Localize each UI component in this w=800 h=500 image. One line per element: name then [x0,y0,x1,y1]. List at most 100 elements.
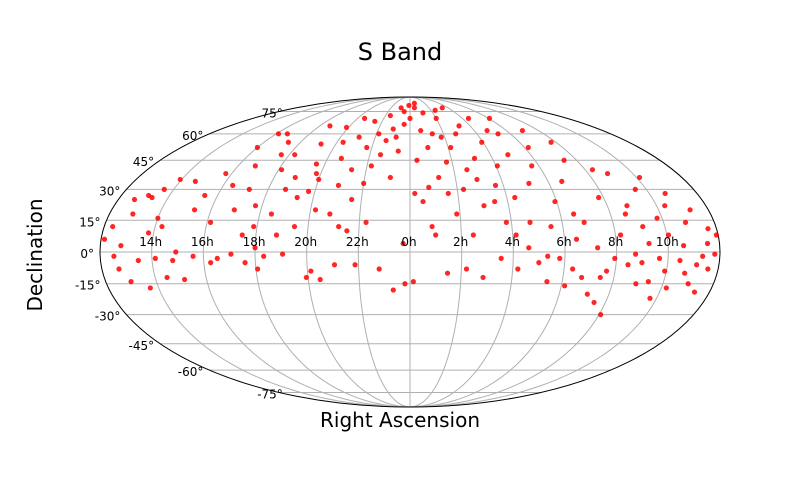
data-point [231,207,237,213]
data-point [445,190,451,197]
data-point [155,215,161,221]
data-point [190,253,196,259]
data-point [603,268,610,274]
data-point [444,270,451,276]
data-point [135,257,141,264]
data-point [432,107,438,113]
data-point [471,155,478,161]
data-point [116,266,122,272]
data-point [401,108,407,115]
data-point [573,236,580,242]
data-point [498,255,504,261]
x-tick-label: 4h [505,235,520,249]
data-point [400,240,406,247]
data-point [429,131,435,137]
x-axis-label: Right Ascension [320,408,480,432]
data-point [159,223,165,230]
y-tick-label: 15° [79,215,100,229]
data-point [595,245,601,251]
data-point [682,270,688,276]
data-point [682,219,689,225]
y-tick-label: 0° [80,247,94,261]
data-point [305,188,312,194]
data-point [130,211,136,217]
data-point [505,152,511,158]
data-point [331,262,338,268]
data-point [612,255,618,261]
data-point [252,203,259,209]
data-point [364,144,370,151]
data-point [268,211,275,217]
x-tick-label: 20h [294,235,317,249]
data-point [349,167,355,173]
x-tick-labels: 14h 16h 18h 20h 22h 0h 2h 4h 6h 8h 10h [139,235,679,249]
data-point [173,249,179,255]
data-point [118,243,124,249]
data-point [647,295,653,301]
data-point [147,285,153,291]
data-point [145,230,152,236]
data-point [480,274,486,281]
data-point [584,291,590,297]
data-point [376,266,382,272]
meridian-gridline [409,96,669,408]
data-point [597,274,603,281]
data-point [704,240,711,247]
data-point [255,266,261,272]
data-point [395,148,401,154]
data-point [361,180,367,186]
data-point [484,127,490,134]
data-point [390,287,396,293]
data-point [526,245,532,251]
data-point [591,299,597,306]
plot-outline [99,96,721,408]
data-point [448,144,454,151]
data-point [691,289,698,295]
meridian-gridline [306,96,411,408]
data-point [177,176,183,183]
data-point [111,253,117,259]
x-tick-label: 18h [243,235,266,249]
y-tick-label: 45° [133,155,154,169]
data-point [479,139,485,145]
data-point [251,223,257,230]
data-point [294,194,300,201]
x-tick-label: 2h [453,235,468,249]
data-point [636,174,643,181]
data-point [317,276,323,283]
data-point [312,207,319,213]
data-point [402,281,408,287]
data-point [152,255,158,261]
data-point [344,228,350,234]
data-point [492,182,499,188]
data-point [349,196,355,203]
data-point [561,157,567,163]
data-point [376,131,382,137]
data-point [515,266,521,272]
data-point [481,203,487,209]
data-point [665,232,672,238]
data-point [285,139,291,145]
data-point [418,127,424,134]
data-point [318,141,324,147]
data-point [275,131,282,137]
data-point [191,207,198,213]
x-tick-label: 14h [139,235,162,249]
data-point [338,155,344,161]
data-point [646,240,652,247]
data-point [313,170,320,177]
data-point [536,260,542,266]
y-tick-label: -75° [257,387,283,401]
data-point [494,163,500,169]
data-point [192,178,198,184]
data-point [617,232,624,238]
data-point [387,174,393,181]
x-tick-label: 10h [656,235,679,249]
data-point [377,152,384,158]
data-point [149,194,155,201]
data-point [645,279,651,285]
data-point [464,167,470,173]
data-point [503,219,509,225]
data-point [279,251,286,257]
data-point [598,312,604,318]
